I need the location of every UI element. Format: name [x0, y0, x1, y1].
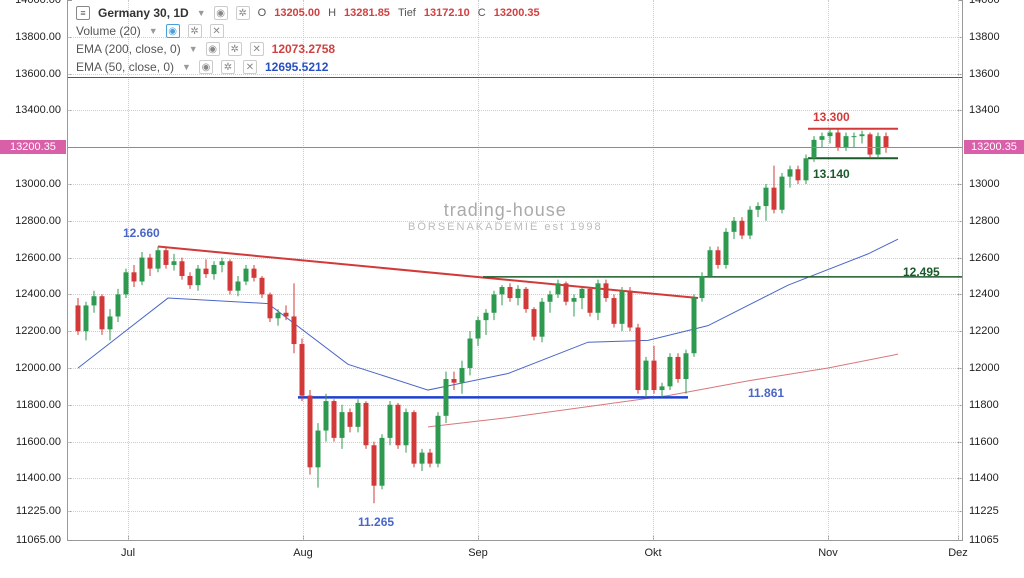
- y-axis-right: 1400013800136001340013200130001280012600…: [962, 0, 1024, 540]
- x-axis: JulAugSepOktNovDez: [68, 540, 962, 578]
- ohlc-h-label: H: [328, 7, 336, 19]
- chart-annotation: 13.140: [813, 167, 850, 181]
- price-badge-right: 13200.35: [964, 140, 1024, 154]
- y-tick-left: 11065.00: [16, 534, 61, 546]
- price-badge-left: 13200.35: [0, 140, 66, 154]
- y-tick-left: 14000.00: [15, 0, 61, 6]
- plot-area: trading-house BÖRSENAKADEMIE est 1998 12…: [68, 0, 962, 540]
- y-tick-right: 11800: [969, 399, 999, 411]
- y-tick-left: 12800.00: [15, 215, 61, 227]
- ema200-label: EMA (200, close, 0): [76, 42, 181, 56]
- y-tick-left: 11400.00: [16, 472, 61, 484]
- ema50-gear-icon[interactable]: ✲: [221, 60, 235, 74]
- y-tick-left: 13800.00: [15, 31, 61, 43]
- y-tick-left: 12600.00: [15, 252, 61, 264]
- y-tick-left: 11600.00: [16, 436, 61, 448]
- volume-gear-icon[interactable]: ✲: [188, 24, 202, 38]
- y-tick-right: 12000: [969, 362, 1000, 374]
- volume-row: Volume (20) ▼ ◉ ✲ ✕: [76, 24, 540, 38]
- y-tick-right: 12800: [969, 215, 1000, 227]
- chart-annotation: 12.660: [123, 226, 160, 240]
- ohlc-l-label: Tief: [398, 7, 416, 19]
- ema50-eye-icon[interactable]: ◉: [199, 60, 213, 74]
- ohlc-c-label: C: [478, 7, 486, 19]
- ema50-dropdown-icon[interactable]: ▼: [182, 62, 191, 72]
- ohlc-l-value: 13172.10: [424, 7, 470, 19]
- ema200-value: 12073.2758: [272, 42, 335, 56]
- ema50-close-icon[interactable]: ✕: [243, 60, 257, 74]
- y-tick-right: 13600: [969, 68, 1000, 80]
- y-tick-right: 13000: [969, 178, 1000, 190]
- ohlc-o-label: O: [258, 7, 267, 19]
- title-row: ≡ Germany 30, 1D ▼ ◉ ✲ O 13205.00 H 1328…: [76, 6, 540, 20]
- chart-annotation: 13.300: [813, 110, 850, 124]
- chart-container: 14000.0013800.0013600.0013400.0013200.00…: [0, 0, 1024, 578]
- y-tick-right: 11225: [969, 505, 999, 517]
- y-tick-left: 13600.00: [15, 68, 61, 80]
- x-tick: Nov: [818, 547, 838, 559]
- y-tick-right: 11065: [969, 534, 999, 546]
- ema50-value: 12695.5212: [265, 60, 328, 74]
- volume-label: Volume (20): [76, 24, 141, 38]
- expand-icon[interactable]: ≡: [76, 6, 90, 20]
- x-tick: Okt: [644, 547, 661, 559]
- y-tick-left: 13000.00: [15, 178, 61, 190]
- ema200-row: EMA (200, close, 0) ▼ ◉ ✲ ✕ 12073.2758: [76, 42, 540, 56]
- chart-title: Germany 30, 1D: [98, 6, 189, 20]
- y-tick-right: 12600: [969, 252, 1000, 264]
- ema200-eye-icon[interactable]: ◉: [206, 42, 220, 56]
- x-tick: Jul: [121, 547, 135, 559]
- ema200-close-icon[interactable]: ✕: [250, 42, 264, 56]
- y-tick-right: 11400: [969, 472, 999, 484]
- ema200-dropdown-icon[interactable]: ▼: [189, 44, 198, 54]
- gear-icon[interactable]: ✲: [236, 6, 250, 20]
- y-tick-left: 11225.00: [16, 505, 61, 517]
- ema50-row: EMA (50, close, 0) ▼ ◉ ✲ ✕ 12695.5212: [76, 60, 540, 74]
- x-tick: Aug: [293, 547, 313, 559]
- y-tick-right: 14000: [969, 0, 1000, 6]
- y-tick-right: 12400: [969, 288, 1000, 300]
- y-tick-left: 12400.00: [15, 288, 61, 300]
- volume-dropdown-icon[interactable]: ▼: [149, 26, 158, 36]
- y-tick-right: 11600: [969, 436, 999, 448]
- y-tick-left: 12200.00: [15, 325, 61, 337]
- ohlc-c-value: 13200.35: [494, 7, 540, 19]
- x-tick: Sep: [468, 547, 488, 559]
- volume-eye-icon[interactable]: ◉: [166, 24, 180, 38]
- chart-header: ≡ Germany 30, 1D ▼ ◉ ✲ O 13205.00 H 1328…: [76, 6, 540, 74]
- ohlc-o-value: 13205.00: [274, 7, 320, 19]
- y-tick-right: 12200: [969, 325, 1000, 337]
- y-tick-left: 11800.00: [16, 399, 61, 411]
- y-tick-right: 13400: [969, 104, 1000, 116]
- y-axis-left: 14000.0013800.0013600.0013400.0013200.00…: [0, 0, 68, 540]
- chart-svg: [68, 0, 962, 540]
- ema200-gear-icon[interactable]: ✲: [228, 42, 242, 56]
- chart-annotation: 12.495: [903, 265, 940, 279]
- volume-close-icon[interactable]: ✕: [210, 24, 224, 38]
- eye-icon[interactable]: ◉: [214, 6, 228, 20]
- x-tick: Dez: [948, 547, 968, 559]
- y-tick-right: 13800: [969, 31, 1000, 43]
- ohlc-h-value: 13281.85: [344, 7, 390, 19]
- chart-annotation: 11.861: [748, 386, 784, 400]
- ema50-label: EMA (50, close, 0): [76, 60, 174, 74]
- chart-annotation: 11.265: [358, 515, 394, 529]
- y-tick-left: 13400.00: [15, 104, 61, 116]
- title-dropdown-icon[interactable]: ▼: [197, 8, 206, 18]
- y-tick-left: 12000.00: [15, 362, 61, 374]
